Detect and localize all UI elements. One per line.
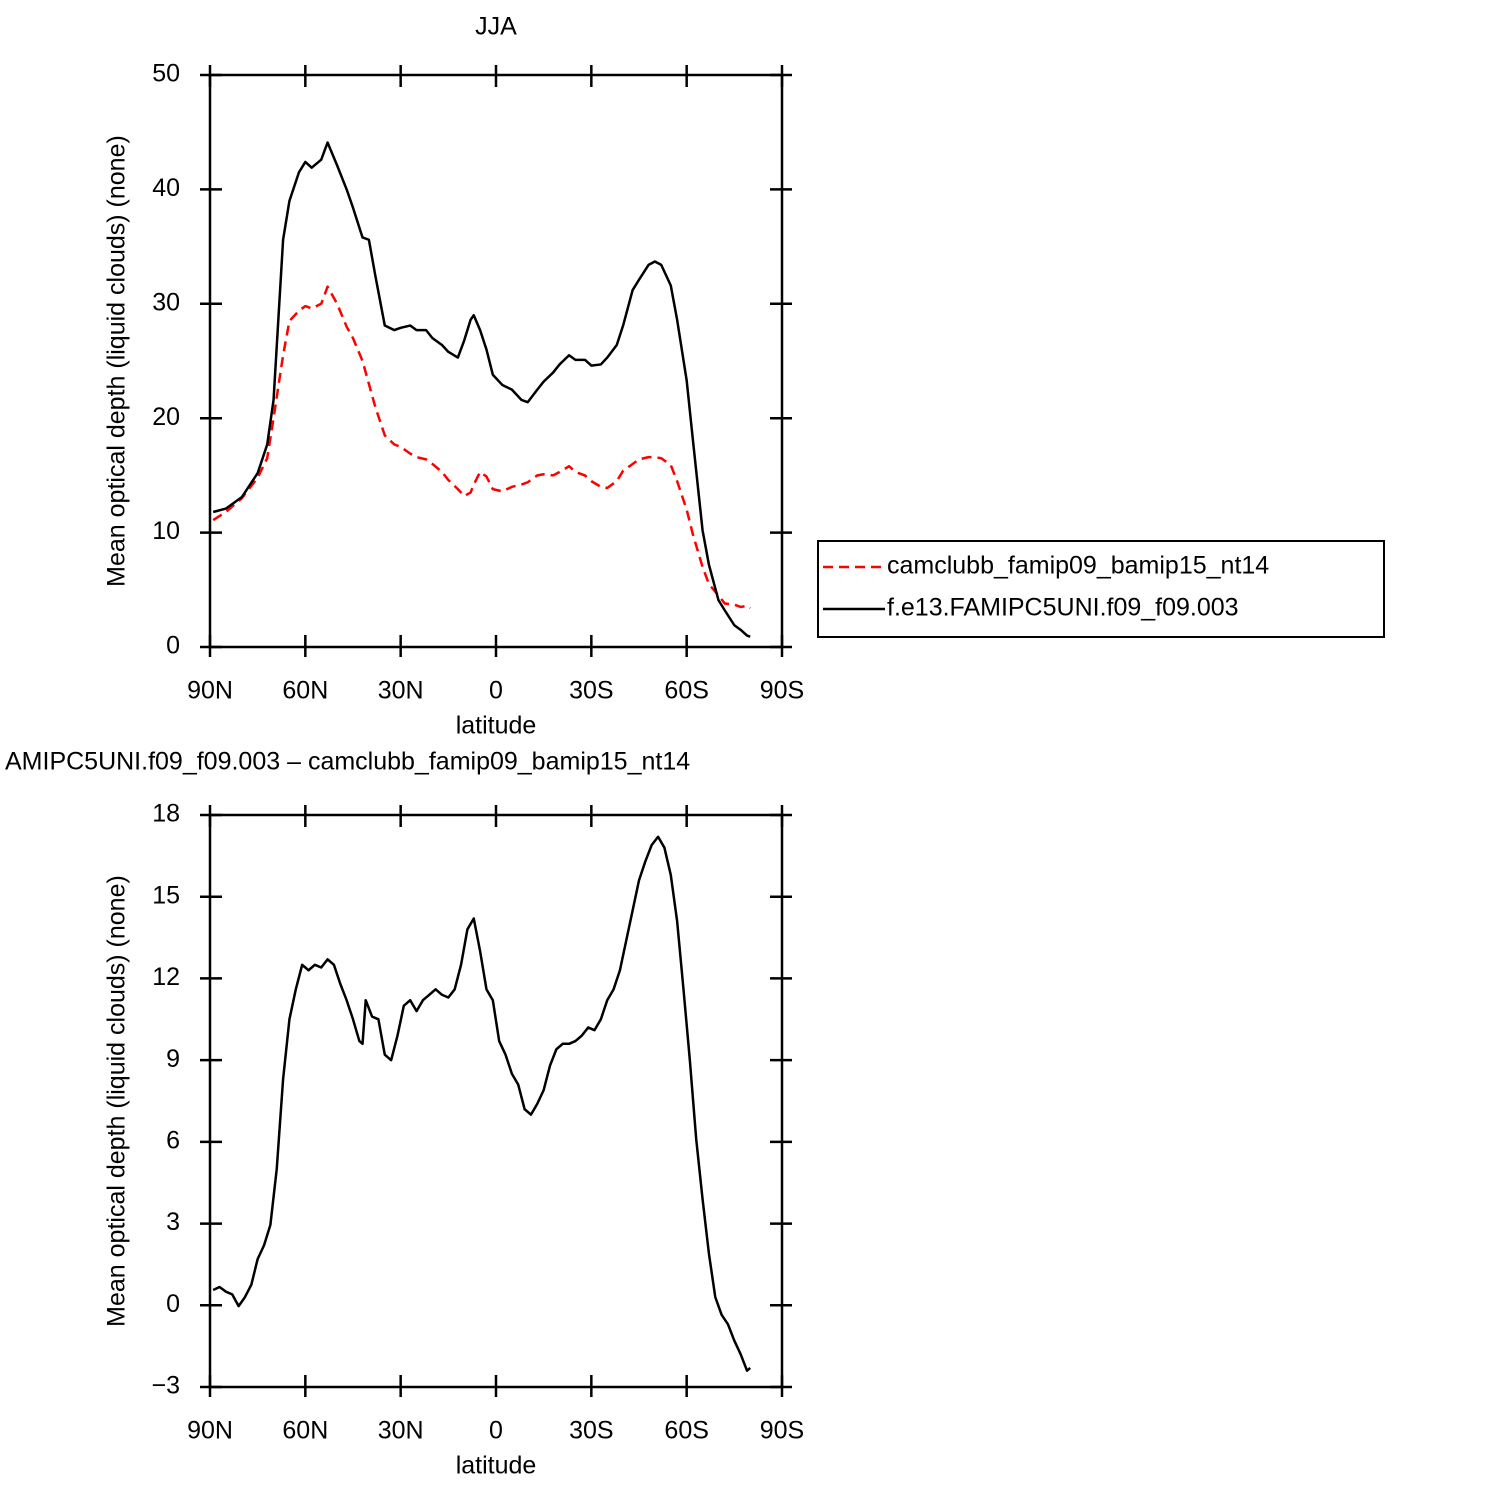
y-tick-label: 15 xyxy=(152,881,180,909)
x-axis-label: latitude xyxy=(456,1452,537,1480)
y-tick-label: 30 xyxy=(152,288,180,316)
x-tick-label: 90S xyxy=(760,1417,804,1445)
data-line xyxy=(212,141,751,638)
y-tick-label: 6 xyxy=(166,1126,180,1154)
x-tick-label: 30S xyxy=(569,677,613,705)
x-tick-label: 60N xyxy=(282,677,328,705)
y-tick-label: −3 xyxy=(151,1372,180,1400)
x-tick-label: 30S xyxy=(569,1417,613,1445)
plot-frame xyxy=(208,813,784,1389)
y-tick-label: 40 xyxy=(152,174,180,202)
legend-label: camclubb_famip09_bamip15_nt14 xyxy=(887,552,1269,580)
x-tick-label: 90S xyxy=(760,677,804,705)
x-axis-label: latitude xyxy=(456,712,537,740)
x-tick-label: 60S xyxy=(664,1417,708,1445)
legend-label: f.e13.FAMIPC5UNI.f09_f09.003 xyxy=(887,594,1239,622)
x-tick-label: 90N xyxy=(187,1417,233,1445)
plot-frame xyxy=(208,73,784,649)
y-tick-label: 3 xyxy=(166,1208,180,1236)
y-tick-label: 0 xyxy=(166,1290,180,1318)
data-line xyxy=(212,285,751,610)
x-tick-label: 30N xyxy=(378,677,424,705)
legend-box xyxy=(817,540,1385,638)
chart-title: JJA xyxy=(475,13,517,41)
data-line xyxy=(212,835,752,1372)
y-axis-label: Mean optical depth (liquid clouds) (none… xyxy=(103,135,131,587)
x-tick-label: 60N xyxy=(282,1417,328,1445)
y-tick-label: 10 xyxy=(152,517,180,545)
x-tick-label: 0 xyxy=(489,1417,503,1445)
y-tick-label: 20 xyxy=(152,403,180,431)
x-tick-label: 30N xyxy=(378,1417,424,1445)
y-tick-label: 12 xyxy=(152,963,180,991)
y-tick-label: 50 xyxy=(152,60,180,88)
y-axis-label: Mean optical depth (liquid clouds) (none… xyxy=(103,875,131,1327)
chart-title: AMIPC5UNI.f09_f09.003 – camclubb_famip09… xyxy=(5,748,690,776)
x-tick-label: 60S xyxy=(664,677,708,705)
y-tick-label: 9 xyxy=(166,1045,180,1073)
x-tick-label: 90N xyxy=(187,677,233,705)
x-tick-label: 0 xyxy=(489,677,503,705)
y-tick-label: 18 xyxy=(152,800,180,828)
y-tick-label: 0 xyxy=(166,632,180,660)
